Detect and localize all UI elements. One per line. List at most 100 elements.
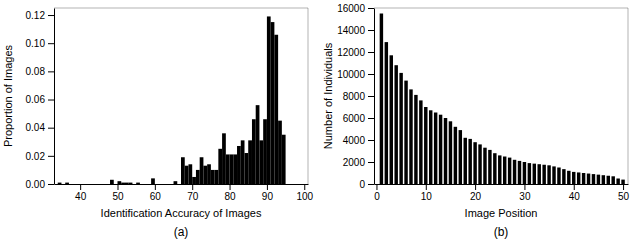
histogram-bar	[132, 184, 136, 185]
x-axis-tick: 10	[421, 184, 433, 202]
x-axis-tick-label: 0	[374, 191, 380, 202]
y-axis-tick-mark	[368, 118, 374, 119]
bar	[528, 163, 531, 184]
y-axis-tick-mark	[48, 156, 54, 157]
bar	[380, 14, 383, 185]
bar	[459, 130, 462, 184]
y-axis-tick-label: 0.00	[26, 179, 46, 190]
histogram-bar	[256, 105, 260, 184]
histogram-bar	[84, 184, 88, 185]
histogram-bar	[192, 177, 196, 184]
x-axis-tick-label: 70	[187, 191, 199, 202]
bar	[562, 169, 565, 184]
histogram-bar	[263, 119, 267, 184]
histogram-bar	[200, 157, 204, 184]
x-axis-tick-mark	[230, 184, 231, 190]
y-axis-tick-label: 8000	[343, 91, 366, 102]
x-axis-title: Identification Accuracy of Images	[101, 207, 262, 219]
y-axis-tick-mark	[48, 71, 54, 72]
histogram-bar	[267, 16, 271, 184]
bar	[385, 42, 388, 184]
y-axis-tick: 10000	[337, 69, 374, 80]
y-axis-tick-label: 6000	[343, 113, 366, 124]
y-axis-tick-label: 0.10	[26, 38, 46, 49]
histogram-bar	[76, 184, 80, 185]
histogram-bar	[114, 184, 118, 185]
x-axis-tick-label: 60	[150, 191, 162, 202]
chart-svg: 4050607080901000.000.020.040.060.080.100…	[0, 0, 640, 242]
y-axis-tick: 8000	[343, 91, 374, 102]
bar	[547, 165, 550, 184]
bar	[498, 155, 501, 184]
frame-right	[308, 8, 309, 184]
bar	[508, 158, 511, 184]
x-axis-tick: 40	[569, 184, 581, 202]
x-axis-tick-label: 30	[519, 191, 531, 202]
histogram-bar	[274, 35, 278, 184]
bar	[572, 172, 575, 184]
histogram-bar	[278, 121, 282, 184]
panel: 0102030405002000400060008000100001200014…	[322, 3, 630, 239]
bar	[602, 175, 605, 184]
x-axis-tick-label: 90	[262, 191, 274, 202]
histogram-bar	[136, 183, 140, 184]
y-axis-tick-label: 0.06	[26, 94, 46, 105]
y-axis-tick-mark	[368, 8, 374, 9]
histogram-bar	[58, 183, 62, 184]
y-axis-line	[54, 9, 55, 185]
bar	[488, 150, 491, 184]
histogram-bar	[222, 133, 226, 184]
histogram-bar	[80, 184, 84, 185]
x-axis-tick-label: 20	[470, 191, 482, 202]
x-axis-tick-mark	[118, 184, 119, 190]
histogram-bar	[73, 184, 77, 185]
y-axis-tick-label: 0.04	[26, 122, 46, 133]
panel: 4050607080901000.000.020.040.060.080.100…	[2, 8, 314, 239]
y-axis-tick-label: 2000	[343, 157, 366, 168]
y-axis-tick: 0.08	[26, 66, 54, 77]
y-axis-tick-label: 10000	[337, 69, 365, 80]
x-axis-line	[375, 184, 629, 185]
histogram-bar	[230, 154, 234, 184]
bar	[607, 176, 610, 184]
histogram-bar	[237, 146, 241, 184]
x-axis-tick-label: 100	[296, 191, 313, 202]
y-axis-title: Proportion of Images	[2, 44, 14, 147]
histogram-bar	[103, 184, 107, 185]
x-axis-tick: 60	[150, 184, 162, 202]
histogram-bar	[88, 184, 92, 185]
x-axis-tick-mark	[376, 184, 377, 190]
bar	[399, 73, 402, 184]
histogram-bar	[211, 170, 215, 184]
bar	[523, 162, 526, 184]
y-axis-tick: 0.10	[26, 38, 54, 49]
y-axis: 0.000.020.040.060.080.100.12	[26, 9, 55, 190]
histogram-bar	[95, 184, 99, 185]
histogram-bar	[99, 184, 103, 185]
histogram-bar	[245, 153, 249, 184]
x-axis-tick-mark	[426, 184, 427, 190]
bar	[454, 127, 457, 184]
histogram-bar	[226, 154, 230, 184]
bar	[483, 148, 486, 184]
x-axis-tick: 40	[75, 184, 87, 202]
y-axis-tick: 0.00	[26, 179, 54, 190]
histogram-bar	[106, 184, 110, 185]
y-axis-tick-label: 16000	[337, 3, 365, 14]
x-axis-tick-label: 40	[569, 191, 581, 202]
x-axis-tick-mark	[192, 184, 193, 190]
x-axis-tick-mark	[155, 184, 156, 190]
x-axis-tick-label: 50	[618, 191, 630, 202]
x-axis-tick-mark	[475, 184, 476, 190]
x-axis-tick-mark	[574, 184, 575, 190]
histogram-bar	[162, 184, 166, 185]
bar	[478, 144, 481, 184]
histogram-bar	[140, 184, 144, 185]
y-axis-tick-mark	[368, 96, 374, 97]
histogram-bar	[252, 119, 256, 184]
bar	[611, 176, 614, 184]
bar	[616, 179, 619, 185]
bar	[394, 65, 397, 184]
bar	[439, 115, 442, 184]
histogram-bar	[121, 183, 125, 184]
